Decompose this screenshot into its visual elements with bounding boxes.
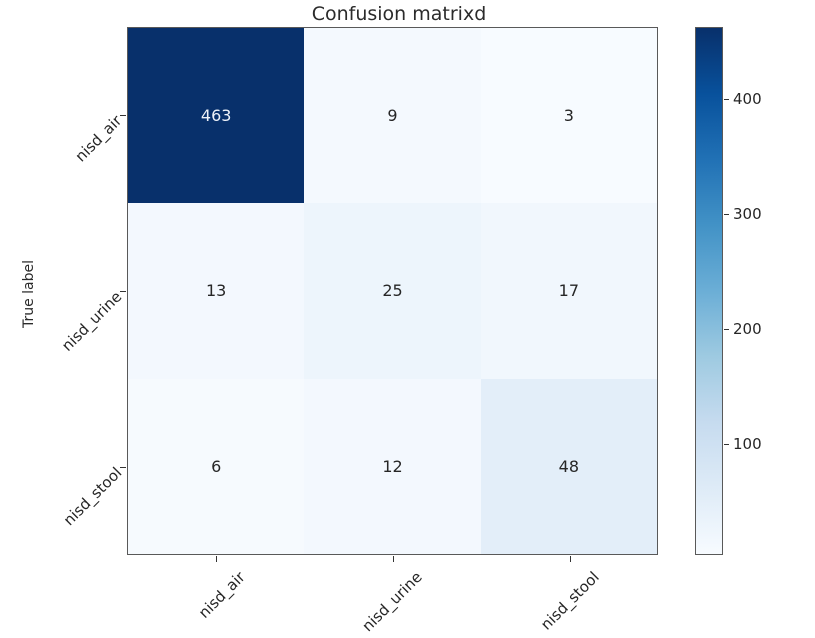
colorbar-gradient — [696, 28, 722, 554]
x-tick-mark — [569, 556, 571, 562]
x-tick-label: nisd_air — [194, 568, 249, 622]
colorbar-tick-mark — [724, 328, 729, 330]
matrix-cell-r2c1: 12 — [304, 378, 481, 554]
matrix-cell-r1c0: 13 — [128, 203, 305, 379]
y-tick-mark — [120, 291, 126, 292]
y-axis-label: True label — [21, 259, 37, 329]
colorbar-tick-label: 400 — [733, 90, 762, 109]
colorbar-tick-label: 300 — [733, 205, 762, 224]
colorbar-tick-label: 100 — [733, 434, 762, 453]
colorbar — [695, 27, 723, 555]
matrix-cell-r0c0: 463 — [128, 28, 305, 204]
matrix-cell-r0c1: 9 — [304, 28, 481, 204]
colorbar-tick-mark — [724, 443, 729, 445]
x-tick-label: nisd_urine — [357, 568, 426, 636]
matrix-cell-r0c2: 3 — [480, 28, 657, 204]
matrix-cell-r2c0: 6 — [128, 378, 305, 554]
colorbar-tick-mark — [724, 99, 729, 101]
colorbar-tick-label: 200 — [733, 319, 762, 338]
y-tick-label: nisd_urine — [58, 287, 126, 355]
x-tick-label: nisd_stool — [536, 568, 603, 634]
x-tick-mark — [392, 556, 394, 562]
y-tick-label: nisd_air — [71, 111, 126, 166]
matrix-cell-r1c2: 17 — [480, 203, 657, 379]
chart-title: Confusion matrixd — [311, 3, 487, 25]
colorbar-tick-mark — [724, 214, 729, 216]
y-tick-mark — [120, 115, 126, 116]
heatmap-grid: 463 9 3 13 25 17 6 12 48 — [127, 27, 658, 555]
y-tick-label: nisd_stool — [59, 463, 126, 530]
matrix-cell-r1c1: 25 — [304, 203, 481, 379]
y-tick-mark — [120, 467, 126, 468]
matrix-cell-r2c2: 48 — [480, 378, 657, 554]
x-tick-mark — [215, 556, 217, 562]
